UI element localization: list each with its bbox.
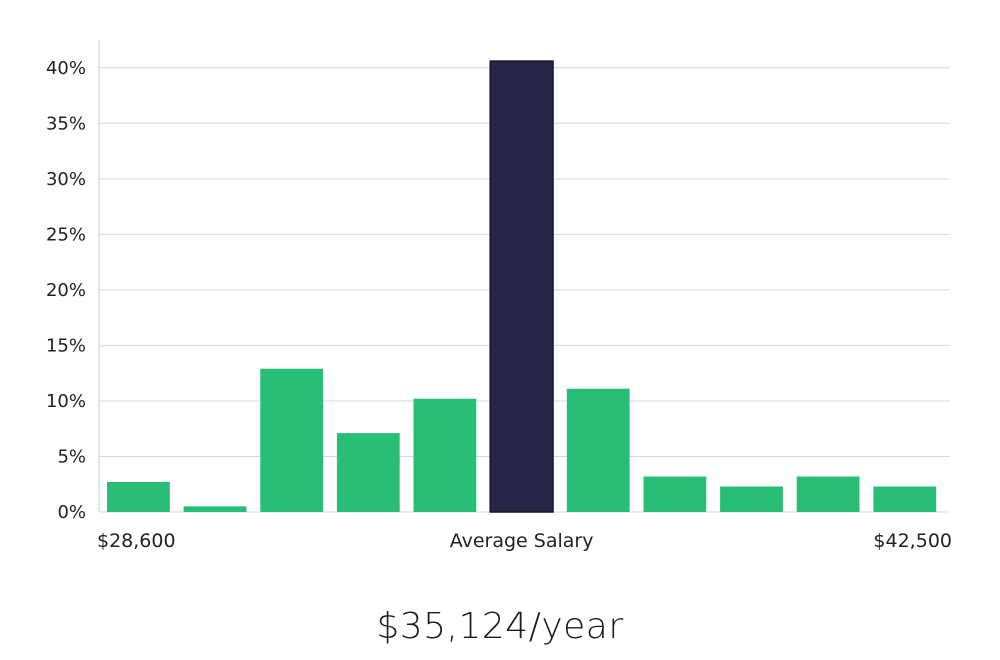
average-salary-value: $35,124/year (376, 606, 624, 647)
bar-average-salary (489, 60, 554, 513)
bar (336, 433, 400, 512)
bar (566, 388, 630, 512)
bar (107, 482, 170, 512)
y-tick-label: 5% (57, 446, 86, 467)
x-label-min-salary: $28,600 (97, 530, 176, 552)
x-label-max-salary: $42,500 (873, 530, 952, 552)
bar (260, 368, 324, 512)
bar (413, 398, 477, 512)
y-tick-label: 35% (46, 113, 86, 134)
y-tick-label: 40% (46, 58, 86, 79)
y-tick-label: 30% (46, 169, 86, 190)
y-tick-label: 20% (46, 280, 86, 301)
y-tick-labels: 0% 5% 10% 15% 20% 25% 30% 35% 40% (46, 58, 86, 523)
bar (720, 486, 783, 512)
bar (873, 486, 937, 512)
x-label-average-salary: Average Salary (450, 530, 594, 552)
bar (796, 476, 860, 512)
y-tick-label: 25% (46, 224, 86, 245)
salary-distribution-chart: 0% 5% 10% 15% 20% 25% 30% 35% 40% $28,600 Averag… (46, 40, 952, 552)
y-tick-label: 15% (46, 335, 86, 356)
y-tick-label: 10% (46, 391, 86, 412)
bar (643, 476, 707, 512)
y-tick-label: 0% (57, 502, 86, 523)
bars (107, 60, 937, 513)
bar (183, 506, 247, 512)
